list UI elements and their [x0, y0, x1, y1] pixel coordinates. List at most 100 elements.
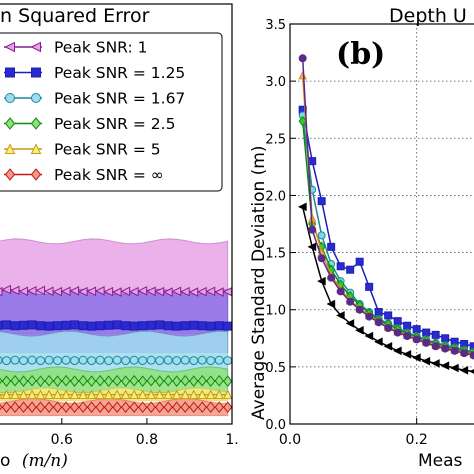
- data-point: [138, 375, 148, 387]
- data-point: [355, 305, 364, 314]
- data-point: [70, 356, 80, 366]
- data-point: [69, 389, 80, 400]
- data-point: [18, 389, 29, 400]
- legend-marker: [30, 41, 41, 53]
- data-point: [146, 355, 156, 365]
- data-point: [412, 335, 421, 344]
- data-point: [10, 321, 20, 331]
- data-point: [18, 375, 29, 387]
- data-point: [403, 332, 412, 340]
- data-point: [36, 356, 46, 366]
- legend-marker: [30, 168, 42, 181]
- panel-b-title: Depth U: [389, 5, 467, 27]
- data-point: [44, 389, 54, 400]
- legend-marker: [4, 41, 15, 53]
- data-point: [223, 375, 233, 387]
- data-point: [205, 389, 216, 400]
- data-point: [440, 361, 450, 371]
- data-point: [393, 317, 402, 326]
- data-point: [95, 374, 105, 387]
- data-point: [214, 321, 224, 331]
- legend-label: Peak SNR = ∞: [54, 166, 164, 184]
- data-point: [205, 286, 216, 297]
- data-point: [26, 286, 37, 296]
- data-point: [197, 374, 207, 387]
- data-point: [180, 401, 190, 414]
- tick-label: 0.0: [279, 432, 301, 448]
- data-point: [121, 321, 131, 331]
- data-point: [44, 355, 54, 365]
- data-point: [78, 401, 88, 414]
- data-point: [0, 320, 3, 330]
- data-point: [104, 356, 114, 366]
- data-point: [412, 353, 421, 363]
- data-point: [206, 321, 216, 331]
- panel-b: Depth U 0.00.51.01.52.02.53.03.5 0.0 0.2 …: [249, 5, 474, 471]
- panel-b-label: (b): [336, 37, 385, 72]
- data-point: [120, 286, 131, 297]
- legend-marker: [31, 67, 41, 78]
- data-point: [35, 389, 46, 400]
- data-point: [206, 356, 216, 366]
- legend-marker: [30, 117, 42, 130]
- data-point: [35, 285, 46, 296]
- panel-a-title: n Squared Error: [0, 5, 150, 27]
- data-point: [61, 320, 71, 330]
- data-point: [78, 374, 88, 387]
- panel-a-lines: [0, 284, 233, 414]
- data-point: [431, 342, 440, 351]
- data-point: [27, 401, 37, 414]
- legend: Peak SNR: 1 Peak SNR = 1.25 Peak SNR = 1.6…: [0, 32, 223, 192]
- tick-label: 1.0: [265, 304, 286, 319]
- data-point: [146, 401, 156, 414]
- data-point: [129, 355, 139, 365]
- data-point: [129, 321, 139, 331]
- data-point: [393, 328, 402, 337]
- data-point: [336, 287, 345, 296]
- data-point: [460, 349, 469, 358]
- data-point: [1, 389, 12, 400]
- tick-label: 1.5: [265, 247, 286, 262]
- panel-b-lines: [298, 54, 474, 375]
- data-point: [61, 355, 71, 365]
- data-point: [9, 285, 20, 296]
- data-point: [18, 286, 29, 297]
- data-point: [112, 355, 122, 365]
- legend-label: Peak SNR = 1.25: [54, 64, 185, 82]
- data-point: [86, 286, 97, 297]
- data-point: [317, 254, 326, 263]
- data-point: [197, 286, 207, 297]
- data-point: [86, 401, 97, 414]
- data-point: [120, 389, 131, 400]
- data-point: [374, 308, 383, 316]
- tick-label: 0.6: [51, 432, 73, 448]
- data-point: [0, 403, 3, 411]
- data-point: [171, 286, 182, 297]
- legend-label: Peak SNR = 5: [54, 141, 161, 159]
- data-point: [2, 320, 12, 330]
- data-point: [163, 355, 173, 365]
- data-point: [43, 286, 54, 297]
- tick-label: 0.5: [265, 361, 286, 376]
- data-point: [10, 401, 20, 414]
- data-point: [52, 389, 63, 400]
- data-point: [129, 401, 139, 414]
- data-point: [129, 389, 139, 400]
- panel-b-y-ticks: 0.0 0.5 1.0 1.5 2.0 2.5 3.0 3.5: [265, 18, 296, 433]
- data-point: [317, 231, 326, 240]
- data-point: [422, 328, 431, 337]
- tick-label: 3.0: [265, 75, 286, 90]
- data-point: [146, 320, 156, 330]
- data-point: [61, 389, 71, 400]
- data-point: [0, 393, 3, 400]
- data-point: [163, 287, 173, 297]
- data-point: [146, 286, 156, 297]
- data-point: [35, 401, 46, 414]
- data-point: [374, 337, 383, 347]
- data-point: [1, 375, 12, 387]
- data-point: [197, 355, 207, 365]
- data-point: [94, 286, 105, 296]
- data-point: [345, 319, 355, 328]
- data-point: [69, 286, 80, 296]
- data-point: [450, 346, 459, 355]
